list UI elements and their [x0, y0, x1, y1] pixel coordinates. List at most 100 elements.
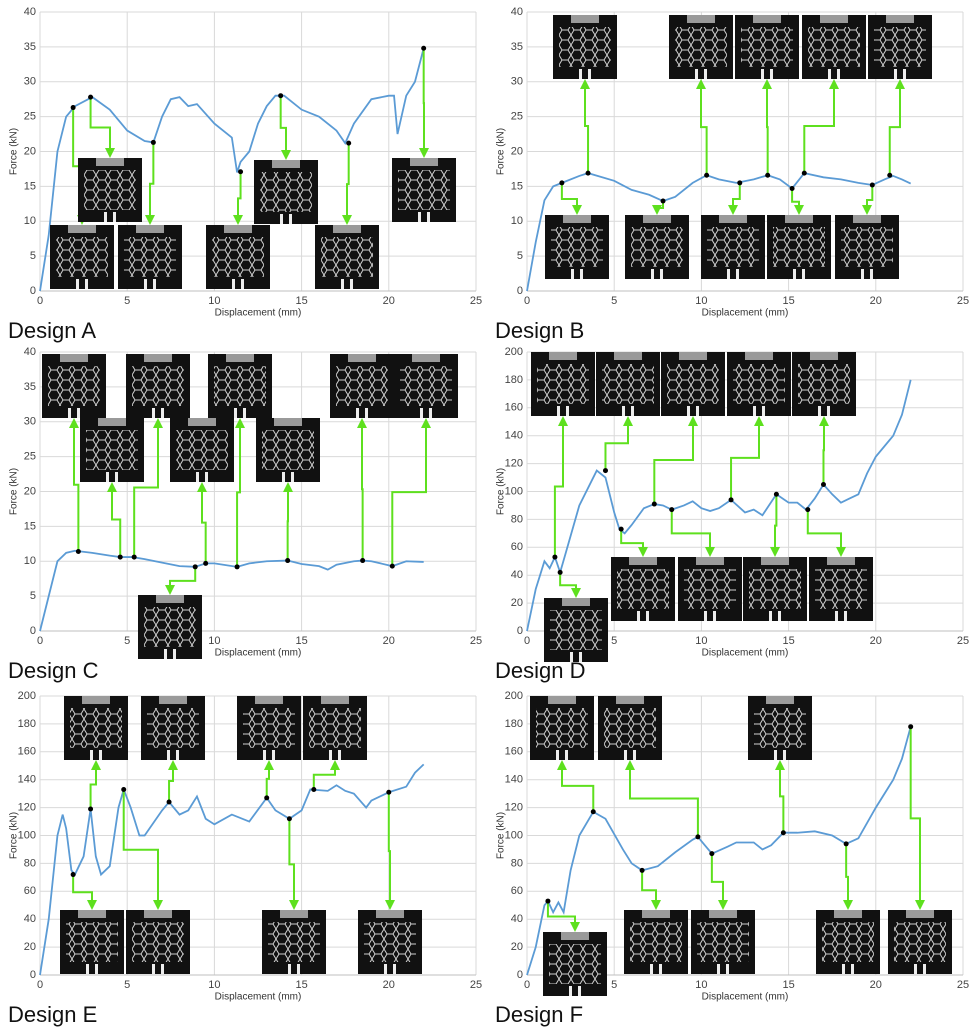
specimen-lattice [617, 569, 669, 609]
y-tick-label: 30 [24, 76, 36, 88]
specimen-lattice [309, 708, 361, 748]
support [272, 750, 275, 760]
platen [280, 910, 308, 918]
y-axis-label: Force (kN) [9, 812, 20, 859]
support [232, 279, 235, 289]
platen [188, 418, 216, 426]
arrow [122, 789, 163, 910]
support [152, 964, 155, 974]
platen [82, 696, 110, 704]
support [894, 69, 897, 79]
arrow [696, 79, 708, 176]
platen [810, 352, 838, 360]
support [633, 750, 636, 760]
specimen-lattice [749, 569, 801, 609]
support [827, 406, 830, 416]
specimen-lattice [124, 237, 176, 277]
support [205, 472, 208, 482]
support [176, 750, 179, 760]
arrow [357, 418, 367, 561]
support [280, 214, 283, 224]
x-tick-label: 15 [782, 635, 794, 647]
support [704, 611, 707, 621]
support [828, 69, 831, 79]
support [99, 750, 102, 760]
x-tick-label: 15 [295, 635, 307, 647]
support [651, 269, 654, 279]
specimen-lattice [550, 610, 602, 650]
support [727, 269, 730, 279]
y-axis-label: Force (kN) [496, 468, 507, 515]
x-tick-label: 10 [695, 979, 707, 991]
support [571, 269, 574, 279]
x-axis-label: Displacement (mm) [702, 992, 789, 1003]
arrow [762, 79, 772, 176]
support [761, 69, 764, 79]
support [234, 408, 237, 418]
data-point [545, 898, 551, 904]
support [923, 964, 926, 974]
specimen-lattice [243, 708, 295, 748]
platen [136, 225, 164, 233]
support [144, 279, 147, 289]
platen [410, 158, 438, 166]
y-tick-label: 100 [505, 485, 523, 497]
data-point [264, 795, 270, 801]
support [356, 408, 359, 418]
platen [563, 215, 591, 223]
y-tick-label: 40 [24, 6, 36, 18]
arrow [233, 171, 243, 225]
specimen-lattice [260, 172, 312, 212]
x-tick-label: 10 [208, 979, 220, 991]
data-point [238, 169, 244, 175]
data-point [88, 94, 94, 100]
y-tick-label: 120 [505, 458, 523, 470]
support [903, 69, 906, 79]
specimen-lattice [754, 708, 806, 748]
support [769, 611, 772, 621]
support [152, 408, 155, 418]
support [704, 69, 707, 79]
support [161, 964, 164, 974]
data-point [737, 180, 743, 186]
support [556, 750, 559, 760]
arrow [264, 760, 274, 798]
specimen-lattice [321, 237, 373, 277]
x-tick-label: 25 [957, 635, 969, 647]
x-tick-label: 20 [383, 295, 395, 307]
platen [761, 557, 789, 565]
specimen-lattice [604, 708, 656, 748]
y-tick-label: 30 [24, 416, 36, 428]
y-tick-label: 25 [511, 111, 523, 123]
arrow [288, 818, 299, 910]
specimen-lattice [707, 227, 759, 267]
support [338, 750, 341, 760]
arrow [165, 566, 197, 595]
y-tick-label: 10 [24, 555, 36, 567]
specimen-lattice [630, 922, 682, 962]
y-tick-label: 40 [24, 913, 36, 925]
support [802, 269, 805, 279]
y-tick-label: 80 [24, 857, 36, 869]
x-tick-label: 20 [870, 979, 882, 991]
x-tick-label: 25 [470, 635, 482, 647]
x-tick-label: 25 [957, 295, 969, 307]
y-tick-label: 15 [511, 180, 523, 192]
support [77, 408, 80, 418]
arrow [670, 509, 715, 557]
support [835, 611, 838, 621]
x-tick-label: 0 [524, 635, 530, 647]
support [579, 652, 582, 662]
support [588, 69, 591, 79]
arrow [652, 201, 665, 215]
x-tick-label: 25 [957, 979, 969, 991]
support [851, 964, 854, 974]
force-curve [39, 48, 425, 292]
support [104, 212, 107, 222]
data-point [192, 564, 198, 570]
data-point [552, 554, 558, 560]
support [578, 986, 581, 996]
x-tick-label: 25 [470, 979, 482, 991]
force-curve [526, 172, 912, 292]
